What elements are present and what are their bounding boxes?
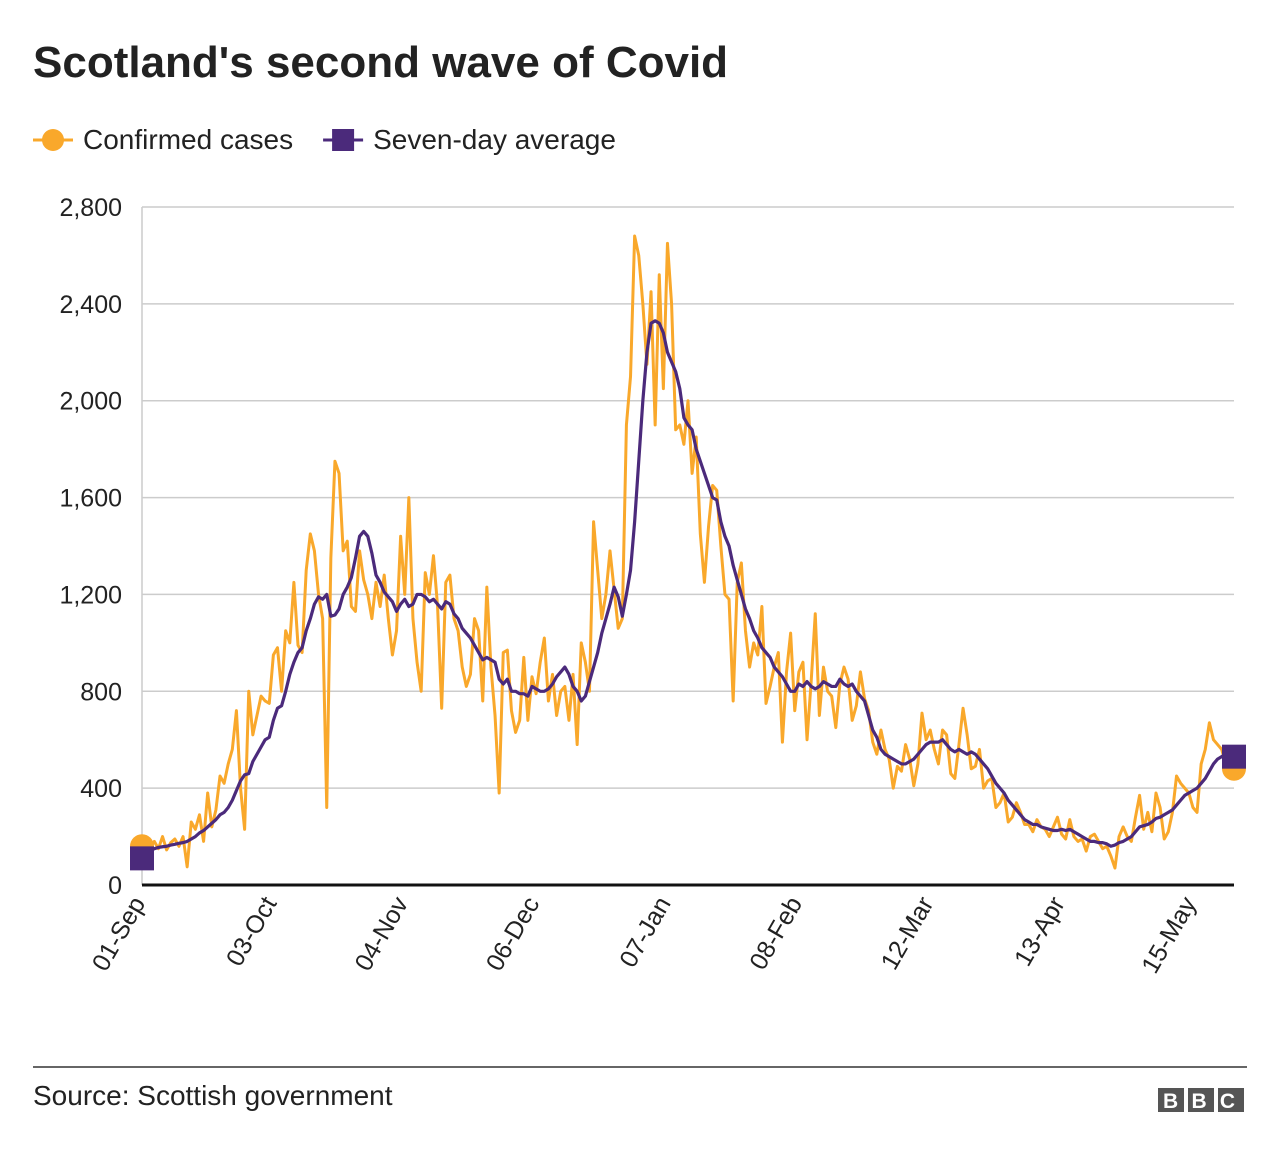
logo-box [1218,1088,1244,1112]
x-tick-label: 04-Nov [349,892,414,976]
legend-label: Seven-day average [373,124,616,155]
series-line [140,319,1236,860]
x-tick-label: 03-Oct [221,892,283,971]
y-tick-label: 400 [80,775,122,803]
legend-label: Confirmed cases [83,124,293,155]
x-tick-label: 13-Apr [1009,892,1071,971]
y-tick-label: 1,200 [59,581,122,609]
logo: BBC [1158,1088,1248,1113]
legend-item: Seven-day average [323,124,616,155]
series-line [140,234,1236,870]
x-tick-label: 08-Feb [744,892,808,975]
legend-item: Confirmed cases [33,124,293,155]
y-tick-label: 0 [108,872,122,900]
chart-title: Scotland's second wave of Covid [33,38,728,87]
x-tick-label: 07-Jan [614,892,676,972]
legend-marker [42,129,64,151]
y-tick-label: 2,400 [59,291,122,319]
x-tick-label: 12-Mar [876,892,940,975]
x-tick-label: 15-May [1136,892,1202,979]
legend-marker [332,129,355,151]
x-tick-label: 06-Dec [481,892,546,976]
x-tick-label: 01-Sep [87,892,152,976]
source: Source: Scottish government [33,1080,393,1111]
y-tick-label: 2,800 [59,194,122,222]
logo-box [1188,1088,1214,1112]
y-tick-label: 1,600 [59,485,122,513]
end-marker [1222,744,1246,769]
logo-box [1158,1088,1184,1112]
end-marker [130,846,154,871]
logo-text: BBC [1163,1090,1248,1113]
y-tick-label: 2,000 [59,388,122,416]
y-tick-label: 800 [80,678,122,706]
